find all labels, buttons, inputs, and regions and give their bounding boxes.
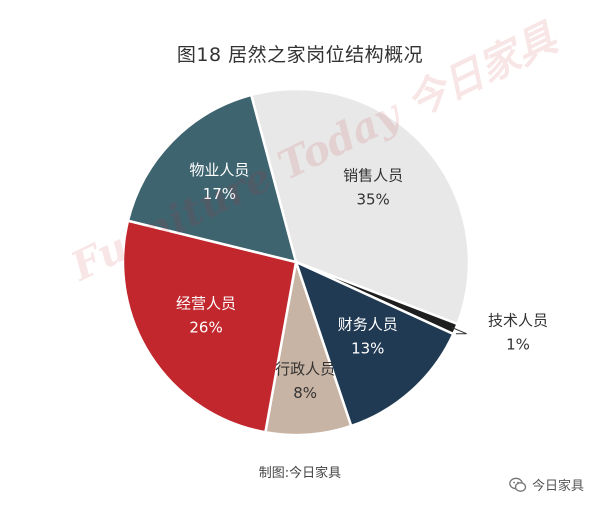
leader-line-1	[451, 327, 467, 335]
pie-slice-4	[121, 219, 298, 434]
account-name: 今日家具	[531, 479, 584, 494]
slice-value-4: 26%	[189, 318, 222, 336]
slice-value-0: 35%	[356, 191, 389, 209]
chart-source: 制图:今日家具	[258, 466, 342, 481]
chart-title: 图18 居然之家岗位结构概况	[176, 44, 424, 66]
slice-label-4: 经营人员	[176, 294, 236, 312]
slice-value-5: 17%	[203, 185, 236, 203]
slice-label-0: 销售人员	[343, 167, 403, 185]
pie-slice-5	[126, 93, 298, 264]
pie-labels: 销售人员 35% 技术人员 1% 财务人员 13% 行政人员 8% 经营人员 26% 物业人员 17%	[176, 161, 548, 402]
account-badge[interactable]: 今日家具	[509, 475, 584, 494]
wechat-icon	[509, 477, 527, 492]
slice-label-2: 财务人员	[338, 316, 398, 334]
pie-slice-2	[293, 259, 455, 428]
slice-value-2: 13%	[351, 340, 384, 358]
slice-value-3: 8%	[293, 384, 317, 402]
slice-label-5: 物业人员	[189, 161, 249, 179]
pie-slices	[121, 87, 471, 437]
slice-value-1: 1%	[506, 336, 530, 354]
slice-label-1: 技术人员	[488, 312, 548, 330]
slice-label-3: 行政人员	[275, 360, 335, 378]
